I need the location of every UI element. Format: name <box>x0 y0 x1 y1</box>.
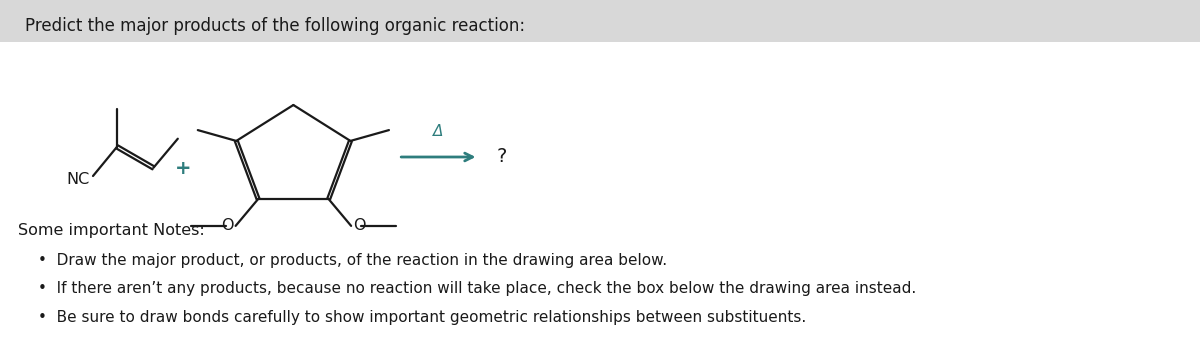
Text: ?: ? <box>497 147 506 166</box>
Text: +: + <box>175 159 192 179</box>
Text: •  If there aren’t any products, because no reaction will take place, check the : • If there aren’t any products, because … <box>38 282 917 297</box>
Text: •  Be sure to draw bonds carefully to show important geometric relationships bet: • Be sure to draw bonds carefully to sho… <box>38 310 806 325</box>
Text: Δ: Δ <box>433 124 444 139</box>
Text: Some important Notes:: Some important Notes: <box>18 223 205 238</box>
Text: O: O <box>353 218 366 233</box>
Text: Predict the major products of the following organic reaction:: Predict the major products of the follow… <box>25 17 526 35</box>
Text: NC: NC <box>67 172 90 186</box>
Text: •  Draw the major product, or products, of the reaction in the drawing area belo: • Draw the major product, or products, o… <box>38 253 667 268</box>
Text: O: O <box>221 218 234 233</box>
